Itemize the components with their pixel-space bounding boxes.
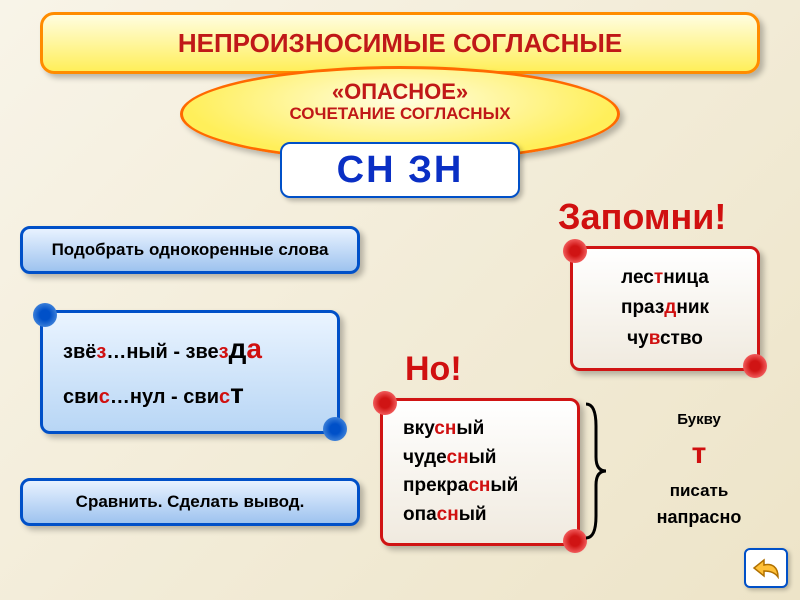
ew3-pre: прекра <box>403 475 468 496</box>
snzn-box: СН ЗН <box>280 142 520 198</box>
ex1-mid: …н <box>106 341 138 363</box>
ex1-hl2: з <box>219 341 229 363</box>
remember-w2: праздник <box>593 293 737 323</box>
ex1-hl1: з <box>96 341 106 363</box>
ex1-big2: а <box>246 333 262 364</box>
rw3-hl: в <box>649 328 660 349</box>
ew4-post: ый <box>459 504 487 525</box>
ex2-hl2: с <box>219 386 230 408</box>
pick-words-text: Подобрать однокоренные слова <box>52 240 329 260</box>
title-text: НЕПРОИЗНОСИМЫЕ СОГЛАСНЫЕ <box>178 28 622 59</box>
oval-line2: СОЧЕТАНИЕ СОГЛАСНЫХ <box>183 104 617 124</box>
ex2-mid: …н <box>110 386 142 408</box>
exc-w4: опасный <box>403 501 557 530</box>
ew3-hl: сн <box>468 475 490 496</box>
exception-scroll: вкусный чудесный прекрасный опасный <box>380 398 580 546</box>
ex2-pre: сви <box>63 386 99 408</box>
back-arrow-icon <box>752 557 780 579</box>
remember-w1: лестница <box>593 263 737 293</box>
ex1-post: ый - зве <box>138 341 218 363</box>
example-row-2: свис…нул - свист <box>63 372 317 417</box>
rw1-hl: т <box>654 267 663 288</box>
exc-w1: вкусный <box>403 415 557 444</box>
t-note-big-t: т <box>614 431 784 478</box>
ew1-pre: вку <box>403 418 434 439</box>
t-note-line1: Букву <box>614 408 784 431</box>
no-label: Но! <box>405 350 462 389</box>
pick-words-box: Подобрать однокоренные слова <box>20 226 360 274</box>
ew1-hl: сн <box>434 418 456 439</box>
exc-w3: прекрасный <box>403 472 557 501</box>
rw1-post: ница <box>663 267 709 288</box>
rw2-pre: праз <box>621 297 664 318</box>
rw2-post: ник <box>676 297 709 318</box>
remember-w3: чувство <box>593 324 737 354</box>
ew2-pre: чуде <box>403 447 447 468</box>
compare-text: Сравнить. Сделать вывод. <box>76 492 305 512</box>
examples-scroll: звёз…ный - звезда свис…нул - свист <box>40 310 340 434</box>
brace-icon <box>582 402 608 540</box>
example-row-1: звёз…ный - звезда <box>63 327 317 372</box>
snzn-text: СН ЗН <box>337 149 464 192</box>
rw2-hl: д <box>664 297 676 318</box>
oval-line1: «ОПАСНОЕ» <box>183 79 617 104</box>
ew3-post: ый <box>490 475 518 496</box>
rw3-pre: чу <box>627 328 649 349</box>
ex2-big: т <box>230 378 244 409</box>
ew2-hl: сн <box>447 447 469 468</box>
ex1-pre: звё <box>63 341 96 363</box>
remember-scroll: лестница праздник чувство <box>570 246 760 371</box>
ex2-post: ул - сви <box>142 386 219 408</box>
compare-box: Сравнить. Сделать вывод. <box>20 478 360 526</box>
ew4-hl: сн <box>437 504 459 525</box>
zapomni-label: Запомни! <box>558 196 726 238</box>
t-note: Букву т писать напрасно <box>614 408 784 532</box>
ex1-big1: д <box>229 333 247 364</box>
ew1-post: ый <box>456 418 484 439</box>
title-bar: НЕПРОИЗНОСИМЫЕ СОГЛАСНЫЕ <box>40 12 760 74</box>
ew4-pre: опа <box>403 504 437 525</box>
t-note-line2: писать <box>614 478 784 504</box>
t-note-line3: напрасно <box>614 504 784 532</box>
rw3-post: ство <box>660 328 703 349</box>
back-button[interactable] <box>744 548 788 588</box>
ew2-post: ый <box>469 447 497 468</box>
ex2-hl1: с <box>99 386 110 408</box>
rw1-pre: лес <box>621 267 654 288</box>
exc-w2: чудесный <box>403 444 557 473</box>
